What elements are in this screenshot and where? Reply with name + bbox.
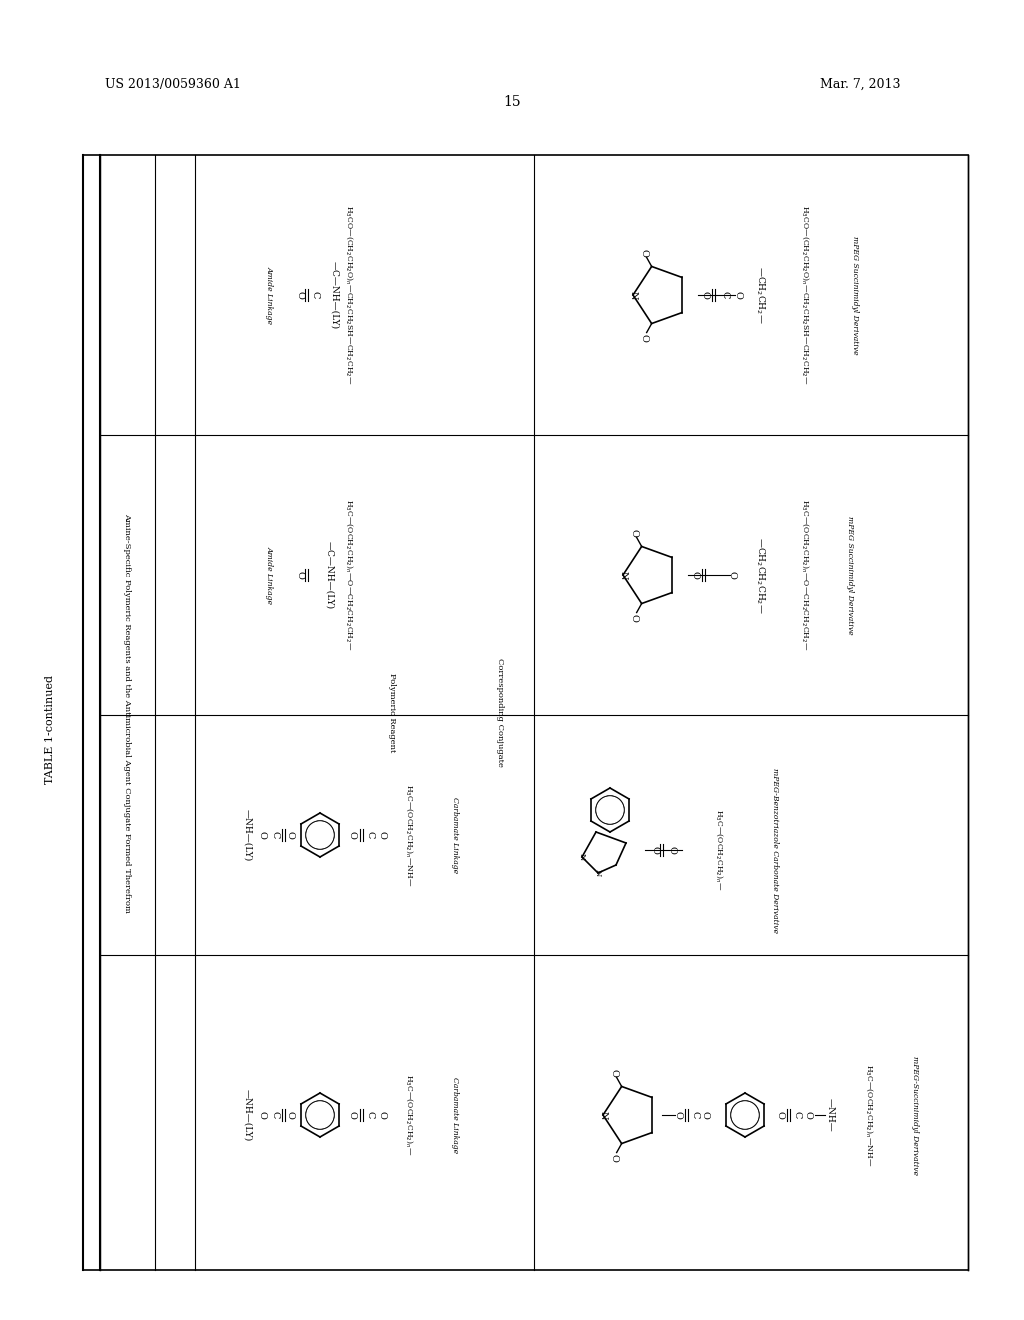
Text: O: O — [629, 614, 638, 622]
Text: O: O — [775, 1111, 784, 1119]
Text: C: C — [366, 1111, 375, 1118]
Text: 15: 15 — [503, 95, 521, 110]
Text: O: O — [733, 292, 742, 298]
Text: Polymeric Reagent: Polymeric Reagent — [388, 673, 396, 752]
Text: TABLE 1-continued: TABLE 1-continued — [45, 676, 55, 784]
Text: O: O — [257, 1111, 266, 1119]
Text: O: O — [700, 1111, 710, 1119]
Text: O: O — [639, 334, 648, 342]
Text: N: N — [594, 870, 602, 876]
Text: Carbamate Linkage: Carbamate Linkage — [451, 1077, 459, 1154]
Text: N: N — [618, 570, 628, 579]
Text: mPEG Succinimidyl Derivative: mPEG Succinimidyl Derivative — [846, 516, 854, 635]
Text: H$_3$C—(OCH$_2$CH$_2$)$_n$—NH—: H$_3$C—(OCH$_2$CH$_2$)$_n$—NH— — [404, 784, 416, 886]
Text: C: C — [793, 1111, 802, 1118]
Text: O: O — [629, 528, 638, 536]
Text: H$_3$C—(OCH$_2$CH$_2$)$_n$—NH—: H$_3$C—(OCH$_2$CH$_2$)$_n$—NH— — [864, 1064, 876, 1166]
Text: Corresponding Conjugate: Corresponding Conjugate — [497, 659, 505, 767]
Text: H$_3$C—(OCH$_2$CH$_2$)$_n$—: H$_3$C—(OCH$_2$CH$_2$)$_n$— — [404, 1074, 416, 1156]
Text: N: N — [629, 290, 638, 300]
Text: —NH—(LY): —NH—(LY) — [244, 809, 253, 861]
Text: —C—NH—(LY): —C—NH—(LY) — [331, 261, 340, 329]
Text: C: C — [310, 292, 319, 298]
Text: O: O — [378, 1111, 386, 1119]
Text: O: O — [609, 1068, 618, 1076]
Text: N: N — [598, 1110, 607, 1119]
Text: C: C — [721, 292, 729, 298]
Text: —NH—(LY): —NH—(LY) — [244, 1089, 253, 1140]
Text: Amide Linkage: Amide Linkage — [266, 267, 274, 323]
Text: Amine-Specific Polymeric Reagents and the Antimicrobial Agent Conjugate Formed T: Amine-Specific Polymeric Reagents and th… — [124, 512, 131, 912]
Text: O: O — [296, 572, 304, 579]
Text: H$_3$C—(OCH$_2$CH$_2$)$_n$—O—CH$_2$CH$_2$CH$_2$—: H$_3$C—(OCH$_2$CH$_2$)$_n$—O—CH$_2$CH$_2… — [344, 499, 355, 651]
Text: O: O — [257, 832, 266, 840]
Text: O: O — [609, 1154, 618, 1162]
Text: —NH—: —NH— — [825, 1098, 835, 1131]
Text: O: O — [286, 832, 295, 840]
Text: H$_3$CO—(CH$_2$CH$_2$O)$_n$—CH$_2$CH$_2$SH—CH$_2$CH$_2$—: H$_3$CO—(CH$_2$CH$_2$O)$_n$—CH$_2$CH$_2$… — [800, 205, 811, 385]
Text: C: C — [270, 832, 280, 838]
Text: C: C — [690, 1111, 699, 1118]
Text: O: O — [347, 1111, 356, 1119]
Text: O: O — [347, 832, 356, 840]
Text: H$_3$C—(OCH$_2$CH$_2$)$_n$—O—CH$_2$CH$_2$CH$_2$—: H$_3$C—(OCH$_2$CH$_2$)$_n$—O—CH$_2$CH$_2… — [800, 499, 811, 651]
Text: —CH$_2$CH$_2$—: —CH$_2$CH$_2$— — [754, 267, 766, 323]
Text: US 2013/0059360 A1: US 2013/0059360 A1 — [105, 78, 241, 91]
Text: O: O — [804, 1111, 812, 1119]
Text: N: N — [578, 853, 586, 861]
Text: O: O — [727, 572, 736, 579]
Text: Mar. 7, 2013: Mar. 7, 2013 — [819, 78, 900, 91]
Text: —C—NH—(LY): —C—NH—(LY) — [326, 541, 335, 609]
Text: O: O — [296, 292, 304, 298]
Text: O: O — [668, 846, 677, 854]
Text: O: O — [378, 832, 386, 840]
Text: O: O — [674, 1111, 683, 1119]
Text: C: C — [270, 1111, 280, 1118]
Text: O: O — [639, 248, 648, 256]
Text: mPEG Succinimidyl Derivative: mPEG Succinimidyl Derivative — [851, 236, 859, 354]
Text: O: O — [286, 1111, 295, 1119]
Text: H$_3$C—(OCH$_2$CH$_2$)$_n$—: H$_3$C—(OCH$_2$CH$_2$)$_n$— — [715, 809, 725, 891]
Text: mPEG-Succinimidyl Derivative: mPEG-Succinimidyl Derivative — [911, 1056, 919, 1175]
Text: O: O — [650, 846, 659, 854]
Text: O: O — [700, 292, 710, 298]
Text: Carbamate Linkage: Carbamate Linkage — [451, 797, 459, 873]
Text: H$_3$CO—(CH$_2$CH$_2$O)$_n$—CH$_2$CH$_2$SH—CH$_2$CH$_2$—: H$_3$CO—(CH$_2$CH$_2$O)$_n$—CH$_2$CH$_2$… — [344, 205, 355, 385]
Text: —CH$_2$CH$_2$CH$_2$—: —CH$_2$CH$_2$CH$_2$— — [754, 537, 766, 614]
Text: Amide Linkage: Amide Linkage — [266, 546, 274, 605]
Text: C: C — [366, 832, 375, 838]
Text: O: O — [690, 572, 699, 579]
Text: mPEG-Benzotriazole Carbonate Derivative: mPEG-Benzotriazole Carbonate Derivative — [771, 767, 779, 932]
